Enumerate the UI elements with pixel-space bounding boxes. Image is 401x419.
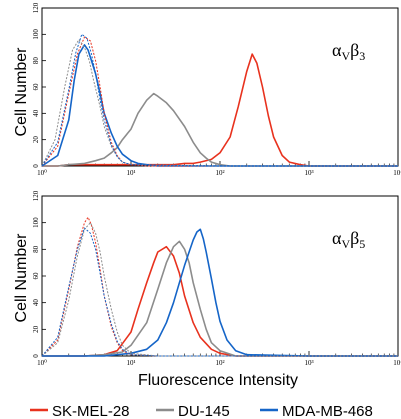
- x-tick-label: 10¹: [126, 359, 135, 367]
- series-line: [41, 39, 398, 167]
- series-line: [41, 44, 398, 167]
- panel-label: αVβ5: [332, 228, 365, 251]
- y-axis-label: Cell Number: [13, 233, 30, 323]
- series-line: [42, 228, 398, 357]
- legend-label: DU-145: [178, 403, 230, 419]
- series-line: [41, 222, 398, 357]
- series-line: [41, 227, 398, 357]
- series-line: [42, 53, 398, 167]
- x-tick-label: 10⁴: [393, 169, 401, 177]
- svg-text:αVβ5: αVβ5: [332, 228, 365, 251]
- x-tick-label: 10⁰: [37, 169, 47, 177]
- panel-label: αVβ3: [332, 40, 365, 63]
- x-tick-label: 10³: [304, 359, 313, 367]
- x-tick-label: 10⁰: [37, 359, 47, 367]
- y-tick-label: 80: [32, 57, 40, 65]
- plot-frame: [41, 195, 399, 357]
- series-line: [42, 92, 398, 167]
- x-tick-label: 10³: [304, 169, 313, 177]
- x-tick-label: 10²: [215, 169, 224, 177]
- svg-text:αVβ3: αVβ3: [332, 40, 365, 63]
- y-axis-label: Cell Number: [13, 47, 30, 137]
- panel-label-alpha: α: [332, 228, 342, 248]
- x-tick-label: 10⁴: [393, 359, 401, 367]
- y-tick-label: 120: [32, 2, 40, 13]
- x-tick-label: 10¹: [126, 169, 135, 177]
- legend-label: MDA-MB-468: [282, 403, 373, 419]
- panel-integrin-avb3: Cell Number αVβ3 0 20 40 60 80 100 120 10⁰ 10¹ 10…: [13, 2, 401, 177]
- y-tick-label: 40: [32, 299, 40, 307]
- panel-label-sub1: V: [341, 237, 350, 251]
- y-tick-label: 60: [32, 83, 40, 91]
- series-line: [42, 240, 398, 357]
- series-line: [41, 33, 398, 167]
- panel-label-alpha: α: [332, 40, 342, 60]
- y-tick-label: 20: [32, 325, 40, 333]
- panel-integrin-avb5: Cell Number αVβ5 Fluorescence Intensity …: [13, 190, 401, 389]
- panel-label-sub1: V: [341, 49, 350, 63]
- y-tick-label: 20: [32, 136, 40, 144]
- y-tick-label: 0: [32, 354, 40, 358]
- x-axis-label: Fluorescence Intensity: [138, 372, 298, 389]
- y-tick-label: 120: [32, 190, 40, 201]
- y-tick-label: 100: [32, 217, 40, 228]
- series-line: [42, 245, 398, 357]
- x-tick-label: 10²: [215, 359, 224, 367]
- panel-label-sub2: 5: [359, 237, 365, 251]
- y-tick-label: 40: [32, 109, 40, 117]
- series-line: [41, 36, 398, 167]
- legend-label: SK-MEL-28: [52, 403, 130, 419]
- y-tick-label: 60: [32, 272, 40, 280]
- panel-label-beta: β: [350, 228, 359, 248]
- y-tick-label: 100: [32, 29, 40, 40]
- y-tick-label: 80: [32, 245, 40, 253]
- panel-label-beta: β: [350, 40, 359, 60]
- panel-label-sub2: 3: [359, 49, 365, 63]
- y-tick-label: 0: [32, 164, 40, 168]
- legend: SK-MEL-28 DU-145 MDA-MB-468: [30, 403, 373, 419]
